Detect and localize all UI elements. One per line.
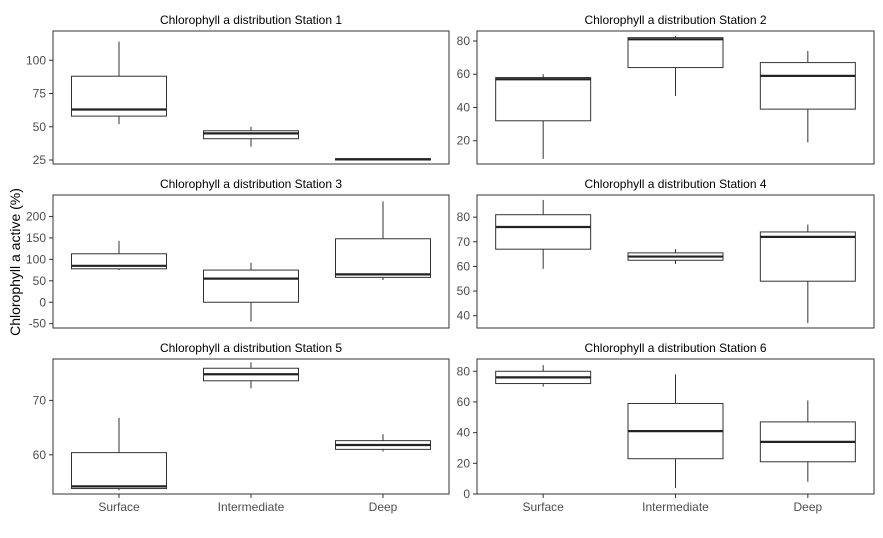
y-tick-label: 0 [39, 295, 46, 309]
y-tick-label: 70 [457, 235, 471, 249]
box-surface [71, 240, 167, 271]
y-tick-label: 80 [457, 34, 471, 48]
box-surface [71, 417, 167, 491]
panel-station-3: Chlorophyll a distribution Station 3 -50 0… [26, 177, 450, 331]
y-tick-label: 200 [26, 209, 46, 223]
box-intermediate [203, 126, 299, 147]
box-iqr [495, 214, 592, 250]
y-tick-label: 40 [457, 100, 471, 114]
panel-station-1: Chlorophyll a distribution Station 1 25 50… [26, 13, 450, 167]
x-tick-label: Surface [98, 500, 140, 514]
box-intermediate [627, 374, 724, 488]
box-deep [759, 224, 856, 324]
box-surface [495, 199, 592, 269]
y-tick-label: 70 [33, 393, 47, 407]
y-tick-label: 50 [457, 284, 471, 298]
y-tick-label: 50 [33, 274, 47, 288]
y-tick-label: 60 [457, 67, 471, 81]
panel-station-6: Chlorophyll a distribution Station 6 0 20 4… [457, 341, 875, 514]
x-tick-label: Intermediate [218, 500, 285, 514]
y-tick-label: 40 [457, 426, 471, 440]
y-tick-label: 50 [33, 120, 47, 134]
y-tick-label: 75 [33, 87, 47, 101]
y-tick-label: 150 [26, 231, 46, 245]
box-intermediate [627, 249, 724, 264]
box-iqr [759, 231, 856, 282]
box-deep [335, 434, 431, 452]
y-tick-label: 20 [457, 134, 471, 148]
panel-title: Chlorophyll a distribution Station 2 [584, 13, 766, 27]
box-iqr [335, 238, 431, 278]
box-intermediate [627, 35, 724, 96]
box-surface [71, 41, 167, 125]
panels-group: Chlorophyll a distribution Station 1 25 50… [26, 13, 875, 514]
panel-title: Chlorophyll a distribution Station 6 [584, 341, 766, 355]
box-deep [759, 400, 856, 482]
box-iqr [759, 62, 856, 110]
panel-title: Chlorophyll a distribution Station 5 [160, 341, 342, 355]
box-intermediate [203, 262, 299, 322]
y-tick-label: 40 [457, 309, 471, 323]
y-tick-label: 80 [457, 364, 471, 378]
box-intermediate [203, 362, 299, 389]
panel-title: Chlorophyll a distribution Station 3 [160, 177, 342, 191]
y-tick-label: 100 [26, 252, 46, 266]
y-tick-label: 100 [26, 53, 46, 67]
y-tick-label: -50 [29, 317, 47, 331]
panel-station-4: Chlorophyll a distribution Station 4 40 50… [457, 177, 875, 329]
x-tick-label: Intermediate [642, 500, 709, 514]
y-tick-label: 60 [457, 259, 471, 273]
box-deep [759, 50, 856, 143]
x-tick-label: Surface [522, 500, 564, 514]
x-tick-label: Deep [793, 500, 822, 514]
y-tick-label: 0 [463, 487, 470, 501]
box-iqr [495, 77, 592, 122]
box-iqr [203, 269, 299, 303]
y-tick-label: 80 [457, 210, 471, 224]
y-tick-label: 60 [457, 395, 471, 409]
shared-y-axis-label: Chlorophyll a active (%) [7, 188, 23, 336]
box-deep [335, 201, 431, 280]
box-surface [495, 74, 592, 160]
box-iqr [627, 37, 724, 69]
panel-title: Chlorophyll a distribution Station 4 [584, 177, 766, 191]
box-surface [495, 365, 592, 387]
box-deep [335, 158, 431, 161]
panel-station-2: Chlorophyll a distribution Station 2 20 40… [457, 13, 875, 165]
box-iqr [71, 452, 167, 490]
panel-title: Chlorophyll a distribution Station 1 [160, 13, 342, 27]
panel-station-5: Chlorophyll a distribution Station 5 60 70… [33, 341, 450, 514]
y-tick-label: 20 [457, 456, 471, 470]
box-iqr [203, 130, 299, 140]
x-tick-label: Deep [369, 500, 398, 514]
y-tick-label: 60 [33, 448, 47, 462]
y-tick-label: 25 [33, 153, 47, 167]
